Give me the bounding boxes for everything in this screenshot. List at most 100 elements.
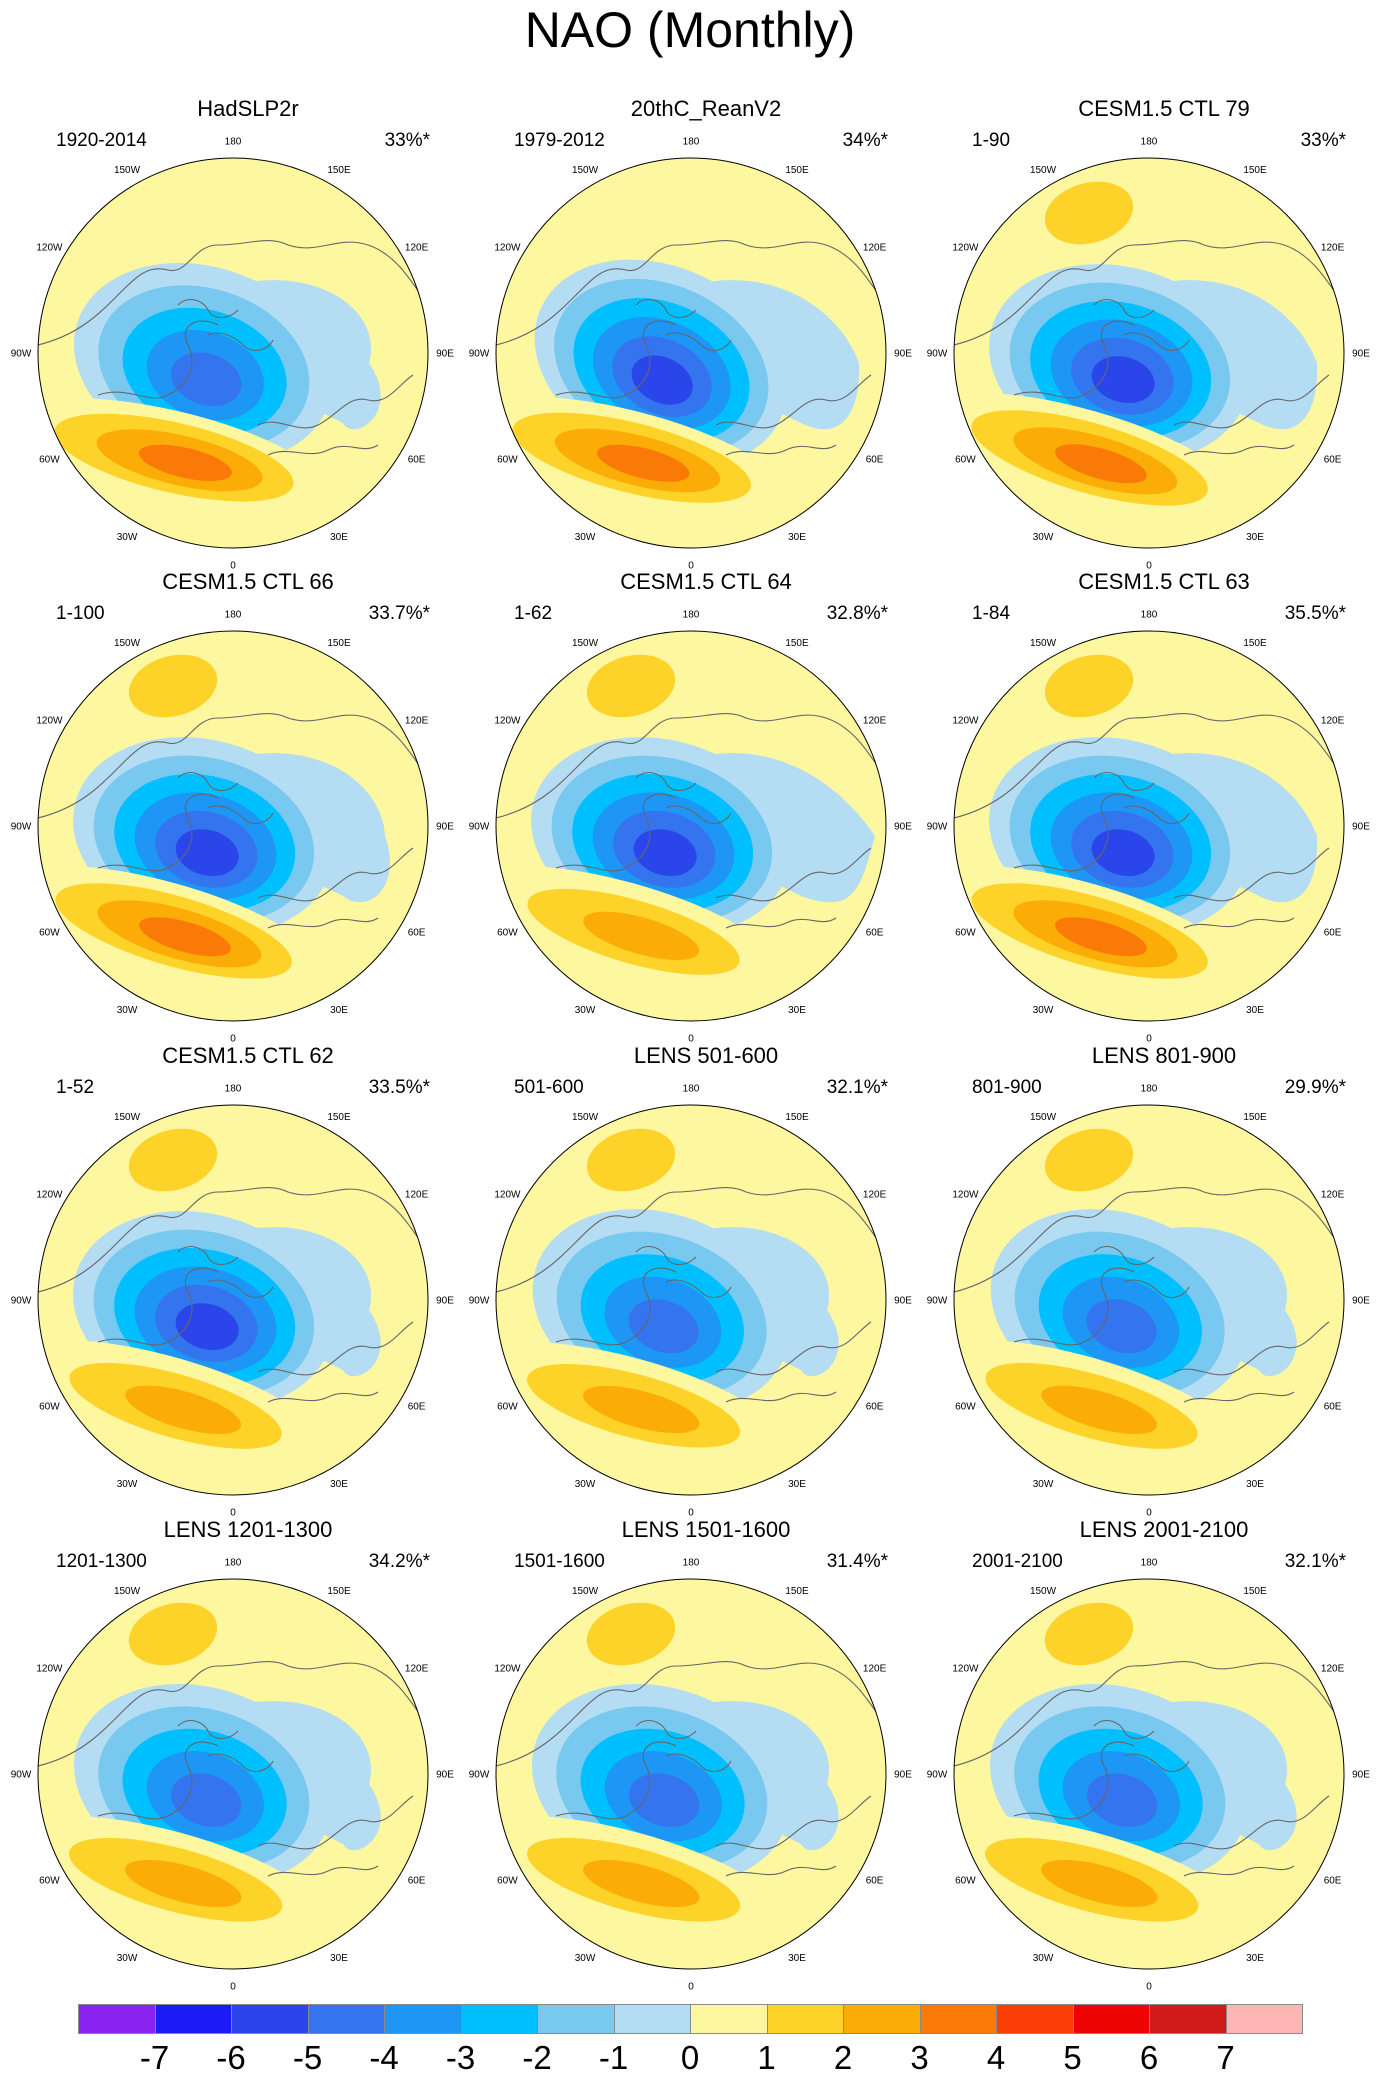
panel-title: LENS 1501-1600: [621, 1517, 791, 1542]
high-contour-level: [583, 1385, 700, 1434]
longitude-label: 120W: [494, 1190, 521, 1201]
panel-period: 1-90: [972, 130, 1011, 151]
coastline: [496, 1187, 886, 1293]
panel-variance: 33.5%*: [368, 1077, 430, 1098]
colorbar-label: 1: [757, 2039, 776, 2076]
longitude-label: 150E: [327, 1112, 351, 1123]
longitude-label: 90W: [11, 822, 32, 833]
north-pacific-positive-lobe: [1044, 181, 1134, 245]
coastline: [496, 713, 886, 819]
longitude-label: 150W: [572, 1112, 599, 1123]
panel-period: 1501-1600: [514, 1551, 605, 1572]
longitude-label: 120E: [1321, 1190, 1345, 1201]
colorbar-box: [231, 2004, 309, 2034]
polar-map: 180 150E 120E 90E 60E 30E 0 30W 60W 90W 120W 150W: [927, 610, 1371, 1045]
longitude-label: 60E: [1324, 1876, 1342, 1887]
coastline: [496, 240, 886, 346]
longitude-label: 180: [225, 610, 242, 621]
north-pacific-positive-lobe: [586, 654, 676, 718]
longitude-label: 150W: [1030, 165, 1057, 176]
longitude-label: 150E: [327, 165, 351, 176]
longitude-label: 180: [683, 1084, 700, 1095]
longitude-label: 120E: [863, 243, 887, 254]
coastline: [1123, 805, 1190, 824]
longitude-label: 90E: [894, 1770, 912, 1781]
coastline: [257, 1795, 414, 1850]
longitude-label: 120W: [36, 716, 63, 727]
north-pacific-positive-lobe: [128, 1602, 218, 1666]
panel-title: LENS 1201-1300: [163, 1517, 333, 1542]
longitude-label: 0: [230, 1034, 236, 1045]
longitude-label: 90W: [469, 349, 490, 360]
map-panel: CESM1.5 CTL 63 1-84 35.5%* 180 150E 120E 90E 60…: [927, 568, 1380, 1045]
longitude-label: 60W: [955, 1876, 976, 1887]
longitude-label: 150E: [1243, 1112, 1267, 1123]
map-panel: CESM1.5 CTL 66 1-100 33.7%* 180 150E 120E 90E 6…: [11, 568, 478, 1045]
panel-variance: 34.2%*: [368, 1551, 430, 1572]
coastline: [715, 374, 872, 429]
colorbar-box: [843, 2004, 921, 2034]
panel-title: CESM1.5 CTL 64: [620, 569, 792, 594]
coastline: [1013, 1741, 1135, 1820]
coastline: [555, 1267, 677, 1346]
longitude-label: 0: [1146, 1982, 1152, 1993]
north-pacific-positive-lobe: [128, 654, 218, 718]
colorbar-label: 2: [833, 2039, 853, 2076]
longitude-label: 60W: [497, 1402, 518, 1413]
colorbar-box: [766, 2004, 844, 2034]
longitude-label: 120E: [863, 716, 887, 727]
panel-period: 501-600: [514, 1077, 584, 1098]
panel-title: CESM1.5 CTL 63: [1078, 569, 1250, 594]
panel-title: LENS 2001-2100: [1079, 1517, 1249, 1542]
coastline: [38, 1187, 428, 1293]
longitude-label: 90E: [436, 349, 454, 360]
polar-map: 180 150E 120E 90E 60E 30E 0 30W 60W 90W 120W 150W: [11, 610, 455, 1045]
longitude-label: 60W: [497, 455, 518, 466]
coastline: [1093, 1720, 1155, 1740]
coastline: [665, 332, 732, 351]
coastline: [954, 240, 1344, 346]
longitude-label: 120W: [952, 243, 979, 254]
longitude-label: 0: [230, 1508, 236, 1519]
longitude-label: 90E: [1352, 822, 1370, 833]
coastline: [177, 1720, 239, 1740]
longitude-label: 30W: [1033, 532, 1054, 543]
longitude-label: 90W: [927, 822, 948, 833]
colorbar-box: [154, 2004, 232, 2034]
coastline: [207, 805, 274, 824]
panel-period: 1979-2012: [514, 130, 605, 151]
colorbar-box: [613, 2004, 691, 2034]
longitude-label: 180: [1141, 1084, 1158, 1095]
longitude-label: 60E: [866, 1402, 884, 1413]
panel-title: LENS 501-600: [633, 1043, 779, 1068]
coastline: [715, 1321, 872, 1376]
longitude-label: 90E: [1352, 1770, 1370, 1781]
longitude-label: 30E: [788, 532, 806, 543]
coastline: [1123, 332, 1190, 351]
longitude-label: 0: [688, 561, 694, 572]
coastline: [177, 772, 239, 792]
colorbar-label: -2: [522, 2039, 552, 2076]
longitude-label: 30E: [788, 1005, 806, 1016]
colorbar-box: [537, 2004, 615, 2034]
coastline: [635, 772, 697, 792]
low-contour-level: [629, 1773, 700, 1827]
panel-title: HadSLP2r: [197, 96, 299, 121]
coastline: [1013, 793, 1135, 872]
coastline: [97, 793, 219, 872]
coastline: [97, 1267, 219, 1346]
colorbar-label: 4: [986, 2039, 1006, 2076]
longitude-label: 0: [688, 1034, 694, 1045]
panel-period: 1-84: [972, 603, 1011, 624]
panel-title: CESM1.5 CTL 66: [162, 569, 334, 594]
longitude-label: 90E: [894, 349, 912, 360]
coastline: [555, 320, 677, 399]
panel-variance: 35.5%*: [1284, 603, 1346, 624]
coastline: [97, 1741, 219, 1820]
coastline: [725, 1391, 837, 1403]
coastline: [257, 374, 414, 429]
colorbar-label: -4: [369, 2039, 399, 2076]
longitude-label: 90W: [11, 349, 32, 360]
longitude-label: 0: [1146, 561, 1152, 572]
coastline: [635, 299, 697, 319]
